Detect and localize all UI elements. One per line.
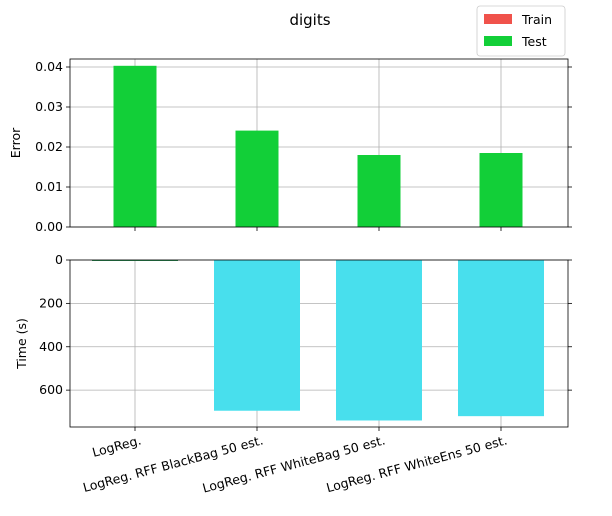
y-tick-label: 0 [55, 252, 63, 267]
y-tick-label: 0.04 [35, 59, 63, 74]
error-bar [235, 130, 279, 227]
time-bar [458, 260, 544, 417]
x-tick-label: LogReg. [91, 432, 143, 459]
time-bar [336, 260, 422, 421]
y-tick-label: 0.02 [35, 139, 63, 154]
axes-frame [69, 259, 569, 428]
error-bar [113, 65, 157, 227]
legend-label: Test [521, 34, 547, 49]
legend-swatch [484, 36, 512, 46]
x-axis: LogReg.LogReg. RFF BlackBag 50 est.LogRe… [81, 432, 509, 495]
y-tick-label: 0.01 [35, 179, 63, 194]
chart-title: digits [289, 11, 330, 29]
legend: Train Test [476, 5, 566, 57]
time-panel: 0 200 400 600 Time (s) [14, 252, 572, 431]
error-bar [479, 153, 523, 227]
error-bar [357, 155, 401, 227]
axes-frame [69, 58, 569, 228]
y-tick-label: 0.00 [35, 219, 63, 234]
time-bar [214, 260, 300, 411]
error-panel: 0.00 0.01 0.02 0.03 0.04 Error [8, 58, 572, 234]
y-tick-label: 400 [39, 339, 63, 354]
time-bar [92, 260, 178, 261]
legend-swatch [484, 14, 512, 24]
y-axis-label: Error [8, 127, 23, 158]
y-tick-label: 600 [39, 382, 63, 397]
legend-label: Train [521, 12, 552, 27]
y-tick-label: 200 [39, 295, 63, 310]
y-axis-label: Time (s) [14, 318, 29, 370]
y-tick-label: 0.03 [35, 99, 63, 114]
